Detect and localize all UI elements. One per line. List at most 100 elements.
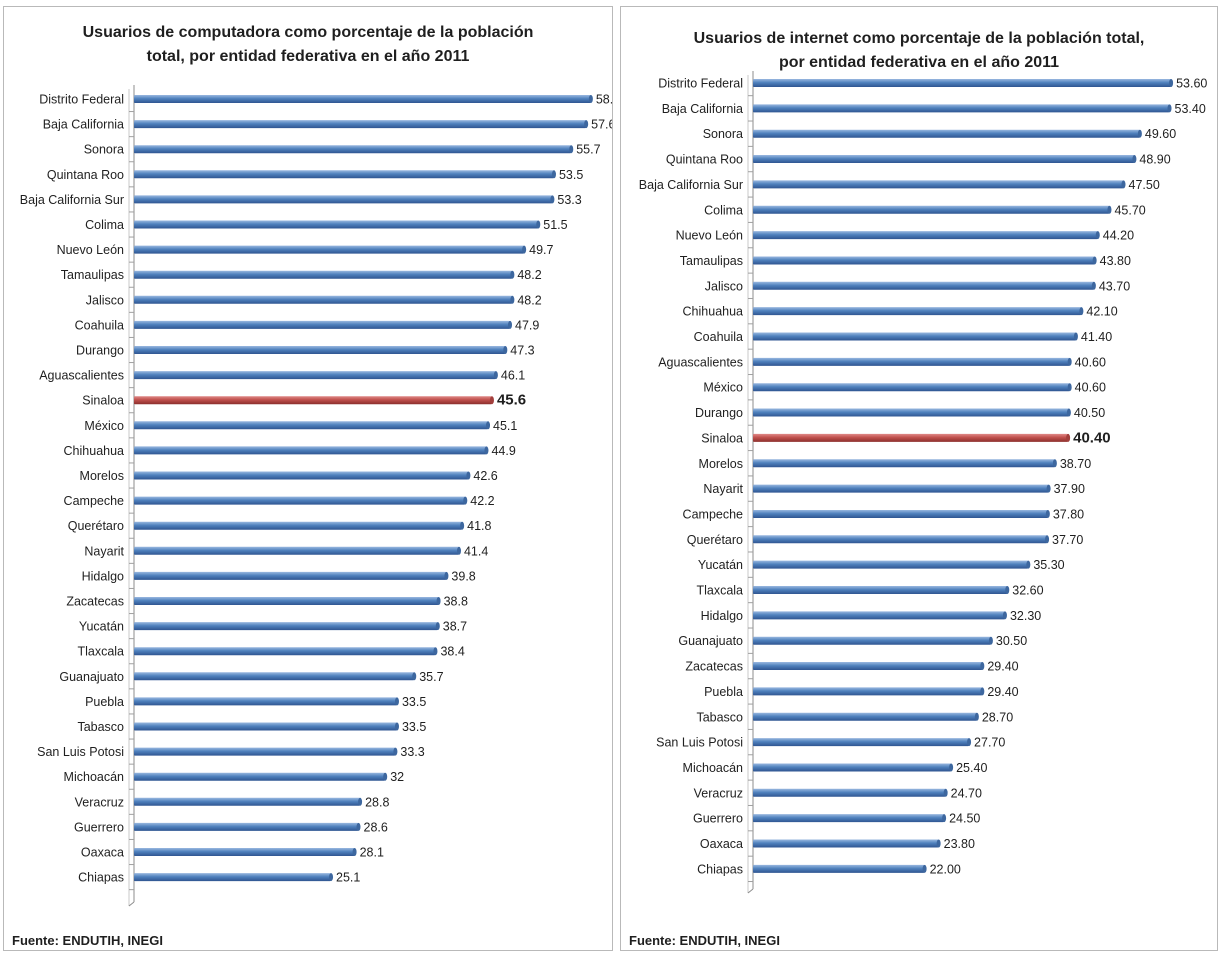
chart-panel-computer-users: Usuarios de computadora como porcentaje … <box>3 6 613 951</box>
bar <box>753 231 1098 240</box>
bar <box>134 295 513 304</box>
category-label: Colima <box>704 203 743 217</box>
bar-end-cap <box>1091 281 1096 290</box>
value-label: 40.60 <box>1075 355 1106 369</box>
value-label: 27.70 <box>974 736 1005 750</box>
category-label: Coahuila <box>694 330 743 344</box>
category-label: Baja California <box>43 118 124 132</box>
bar-end-cap <box>1079 307 1084 316</box>
bar-end-cap <box>536 220 541 229</box>
category-label: Colima <box>85 218 124 232</box>
bar-end-cap <box>493 371 498 380</box>
bar-end-cap <box>484 446 489 455</box>
bar-end-cap <box>1092 256 1097 265</box>
bar-end-cap <box>1066 433 1071 442</box>
value-label: 28.70 <box>982 710 1013 724</box>
bar <box>134 145 572 154</box>
category-label: Chiapas <box>697 862 743 876</box>
bar-end-cap <box>510 270 515 279</box>
bar <box>753 104 1170 113</box>
bar <box>134 822 359 831</box>
category-label: Michoacán <box>683 761 743 775</box>
bar <box>753 180 1124 189</box>
chart-title-line: Usuarios de computadora como porcentaje … <box>82 24 534 41</box>
value-label: 33.5 <box>402 695 426 709</box>
bar <box>134 747 396 756</box>
value-label: 55.7 <box>576 143 600 157</box>
bar <box>753 383 1070 392</box>
value-label: 38.8 <box>444 595 468 609</box>
bar <box>753 763 952 772</box>
value-label: 51.5 <box>543 218 567 232</box>
bar <box>134 195 553 204</box>
value-label: 48.2 <box>517 268 541 282</box>
category-label: Morelos <box>80 469 124 483</box>
category-label: Tlaxcala <box>77 645 124 659</box>
category-label: Durango <box>76 344 124 358</box>
bar-end-cap <box>1005 586 1010 594</box>
value-label: 24.50 <box>949 812 980 826</box>
category-label: Sonora <box>84 143 124 157</box>
bar <box>134 697 397 706</box>
bar-end-cap <box>1095 231 1100 240</box>
bar <box>134 471 469 480</box>
bar-end-cap <box>433 647 438 656</box>
category-label: Veracruz <box>694 786 743 800</box>
value-label: 35.30 <box>1033 558 1064 572</box>
bar-end-cap <box>1073 332 1078 341</box>
bar-end-cap <box>980 662 985 671</box>
value-label: 28.8 <box>365 795 389 809</box>
bar <box>753 357 1070 366</box>
bar <box>134 546 459 555</box>
value-label: 42.10 <box>1086 305 1117 319</box>
bar-highlight <box>134 396 492 405</box>
category-label: Zacatecas <box>685 660 743 674</box>
category-label: Oaxaca <box>700 837 743 851</box>
category-label: San Luis Potosi <box>37 745 124 759</box>
bar-end-cap <box>444 571 449 580</box>
bar-end-cap <box>967 738 972 747</box>
chart-title-line: total, por entidad federativa en el año … <box>146 48 470 65</box>
bar-end-cap <box>383 772 388 781</box>
category-label: Yucatán <box>79 620 124 634</box>
value-label: 25.1 <box>336 871 360 885</box>
bar <box>134 120 587 129</box>
bar-end-cap <box>569 145 574 154</box>
bar <box>753 205 1110 214</box>
category-label: Tlaxcala <box>696 584 743 598</box>
bar-chart-computer-users: Distrito Federal 58.2 Baja California 57.6 S… <box>20 85 612 907</box>
value-label: 22.00 <box>930 862 961 876</box>
value-label: 48.2 <box>517 293 541 307</box>
value-label: 45.1 <box>493 419 517 433</box>
bar-end-cap <box>1045 509 1050 518</box>
bar <box>134 521 463 530</box>
bar <box>753 636 991 645</box>
category-label: Quintana Roo <box>666 153 743 167</box>
value-label: 41.8 <box>467 519 491 533</box>
bar-end-cap <box>980 687 985 696</box>
value-label: 53.40 <box>1175 102 1206 116</box>
bar <box>753 155 1135 164</box>
value-label: 37.70 <box>1052 533 1083 547</box>
bar <box>134 371 496 380</box>
value-label: 37.90 <box>1054 482 1085 496</box>
value-label: 38.4 <box>440 645 464 659</box>
value-label: 35.7 <box>419 670 443 684</box>
bar <box>134 95 591 103</box>
bar-end-cap <box>942 814 947 823</box>
value-label: 28.6 <box>364 820 388 834</box>
category-label: Distrito Federal <box>39 93 124 107</box>
value-label: 53.5 <box>559 168 583 182</box>
value-label: 48.90 <box>1139 153 1170 167</box>
category-label: Hidalgo <box>82 569 124 583</box>
category-label: San Luis Potosi <box>656 736 743 750</box>
bar <box>753 129 1140 138</box>
bar-end-cap <box>1045 535 1050 544</box>
bar-end-cap <box>1026 560 1031 569</box>
category-label: Baja California Sur <box>20 193 124 207</box>
bar <box>753 712 977 721</box>
bar <box>753 814 945 823</box>
category-label: Chihuahua <box>64 444 125 458</box>
category-label: Querétaro <box>68 519 124 533</box>
value-label: 37.80 <box>1053 507 1084 521</box>
